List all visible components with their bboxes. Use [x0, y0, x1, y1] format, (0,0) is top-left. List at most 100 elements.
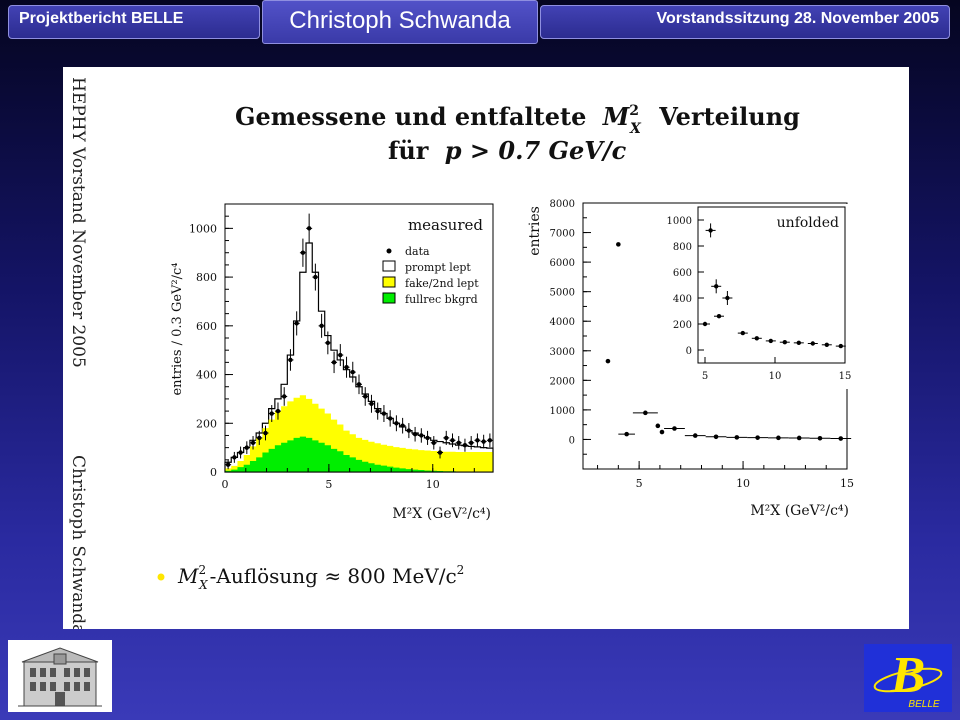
data-point: [250, 436, 257, 450]
data-point: [343, 356, 350, 378]
data-point: [605, 358, 611, 364]
data-point: [747, 435, 769, 440]
sidebar-top-text: HEPHY Vorstand November 2005: [68, 77, 88, 368]
slide-canvas: HEPHY Vorstand November 2005 Christoph S…: [68, 77, 854, 634]
legend-prompt-lept: prompt lept: [382, 260, 471, 274]
legend-label: fullrec bkgrd: [405, 293, 478, 306]
header-left-title: Projektbericht BELLE: [8, 5, 260, 39]
data-point: [616, 242, 621, 247]
data-point: [243, 441, 250, 454]
data-point: [405, 423, 412, 439]
data-point: [293, 311, 300, 336]
data-point: [486, 433, 493, 448]
y-tick-label: 2000: [550, 376, 575, 387]
data-point: [424, 430, 431, 445]
data-point: [349, 361, 356, 383]
y-tick-label: 400: [196, 369, 217, 382]
svg-text:BELLE: BELLE: [908, 699, 939, 710]
data-point: [231, 451, 238, 463]
y-axis-label: entries: [527, 206, 543, 256]
x-tick-label: 5: [636, 477, 643, 490]
inset-data-point: [779, 340, 790, 345]
data-point: [281, 387, 288, 406]
inset-data-point: [711, 279, 722, 294]
y-tick-label: 0: [569, 435, 575, 446]
data-point: [443, 430, 450, 445]
data-point: [632, 410, 658, 416]
data-point: [306, 213, 313, 244]
data-point: [684, 433, 706, 438]
legend-fullrec-bkgrd: fullrec bkgrd: [382, 292, 478, 306]
y-tick-label: 8000: [550, 199, 575, 210]
data-point: [664, 426, 685, 431]
x-axis-label: M²X (GeV²/c⁴): [750, 503, 849, 519]
legend-data: data: [386, 245, 430, 258]
belle-logo: B BELLE: [864, 644, 952, 712]
inset-y-tick-label: 200: [673, 320, 692, 331]
data-point: [337, 344, 344, 367]
data-point: [274, 402, 281, 420]
data-point: [412, 426, 419, 442]
data-point: [809, 435, 831, 441]
data-point: [374, 402, 381, 420]
sidebar-bottom-text: Christoph Schwanda: [68, 455, 88, 629]
inset-data-point: [765, 338, 776, 344]
inset-y-tick-label: 600: [673, 268, 692, 279]
data-point: [331, 351, 338, 374]
data-point: [705, 434, 727, 440]
data-point: [262, 425, 269, 441]
data-point: [356, 374, 362, 395]
inset-x-tick-label: 5: [702, 371, 708, 382]
x-axis-label: M²X (GeV²/c⁴): [392, 506, 491, 522]
inset-data-point: [722, 291, 733, 305]
y-tick-label: 5000: [550, 288, 575, 299]
x-tick-label: 10: [426, 478, 440, 491]
inset-data-point: [737, 330, 748, 336]
inset-data-point: [835, 343, 846, 349]
y-tick-label: 800: [196, 271, 217, 284]
data-point: [655, 423, 661, 429]
chart-title: measured: [408, 216, 483, 234]
data-point: [830, 436, 852, 441]
data-point: [256, 430, 263, 445]
slide-title-line2: für p > 0.7 GeV/c: [388, 136, 627, 165]
inset-y-tick-label: 0: [686, 346, 692, 357]
data-point: [268, 405, 275, 423]
svg-text:B: B: [890, 647, 926, 704]
slide-content: HEPHY Vorstand November 2005 Christoph S…: [63, 67, 909, 634]
header-author: Christoph Schwanda: [262, 0, 538, 44]
histogram-fullrec-bkgrd: [225, 436, 493, 472]
inset-x-tick-label: 15: [839, 371, 852, 382]
inset-data-point: [705, 223, 716, 238]
inset-frame: [697, 206, 846, 364]
data-point: [368, 394, 375, 413]
data-point: [430, 436, 437, 450]
y-tick-label: 200: [196, 417, 217, 430]
hephy-building-logo: [8, 640, 112, 712]
slide-title-line1: Gemessene und entfaltete M2 X Verteilung: [235, 102, 800, 139]
data-point: [362, 387, 369, 406]
inset-background: [677, 204, 850, 389]
data-point: [393, 415, 400, 432]
data-point: [474, 433, 481, 448]
y-axis-label: entries / 0.3 GeV²/c⁴: [170, 262, 185, 395]
inset-data-point: [821, 342, 832, 347]
inset-data-point: [807, 341, 818, 346]
inset-y-tick-label: 1000: [667, 216, 692, 227]
header-right-title: Vorstandssitzung 28. November 2005: [540, 5, 950, 39]
legend-label: data: [405, 245, 430, 258]
legend-label: fake/2nd lept: [405, 277, 479, 290]
data-point: [312, 263, 319, 291]
y-tick-label: 1000: [189, 222, 217, 235]
x-tick-label: 0: [222, 478, 229, 491]
data-point: [455, 436, 462, 450]
y-tick-label: 4000: [550, 317, 575, 328]
y-tick-label: 1000: [550, 406, 575, 417]
inset-data-point: [700, 321, 710, 327]
inset-data-point: [714, 314, 724, 319]
inset-plot: 0 200 400 600 800 1000 5 10 15 unfolded: [667, 204, 852, 389]
legend-fake-2nd-lept: fake/2nd lept: [382, 276, 479, 290]
data-point: [380, 405, 387, 423]
bullet-icon: [157, 573, 165, 581]
data-point: [399, 417, 406, 434]
